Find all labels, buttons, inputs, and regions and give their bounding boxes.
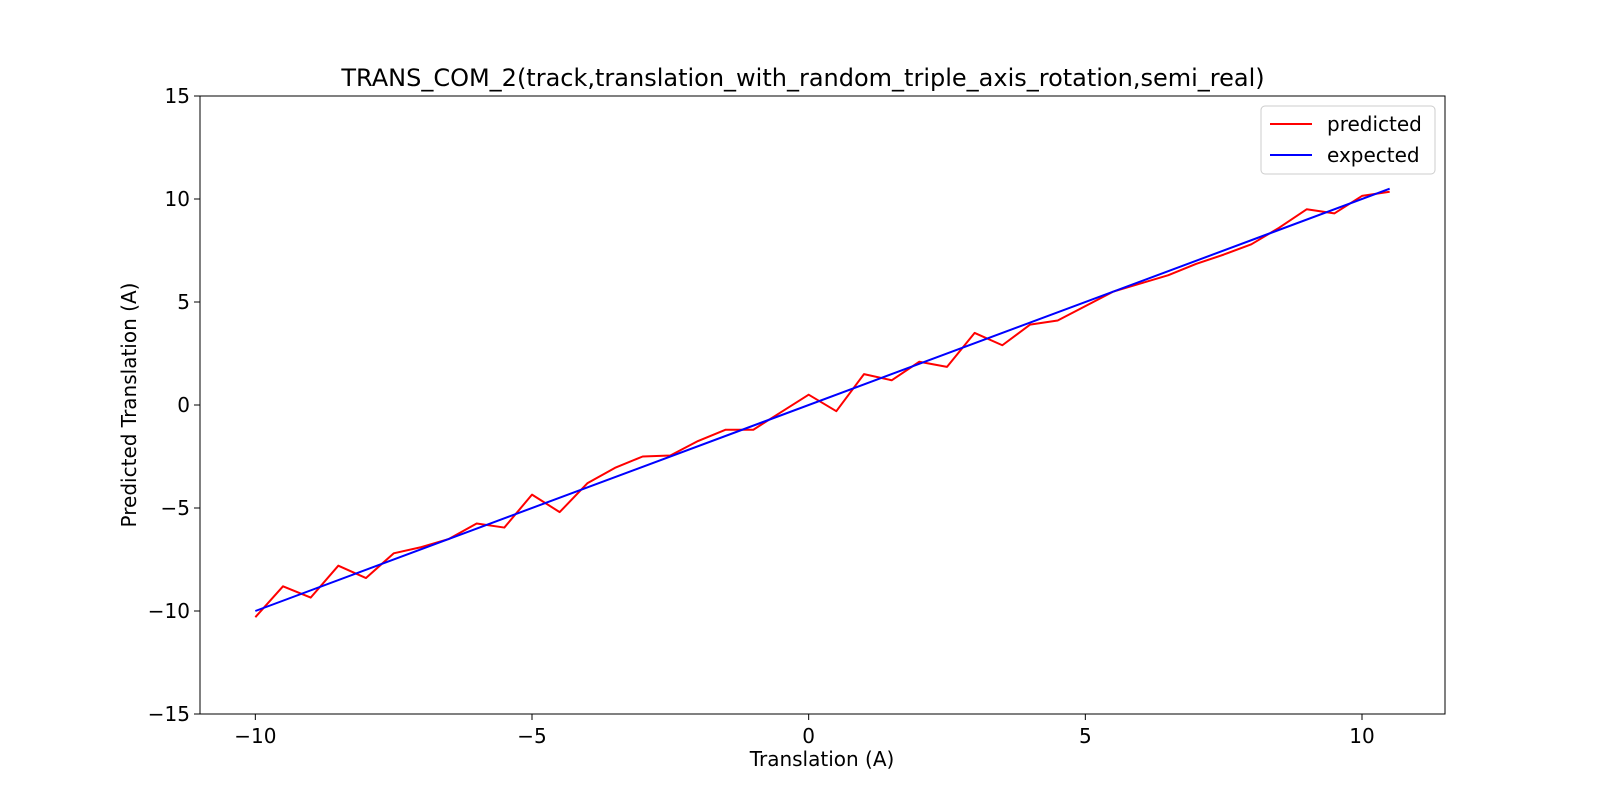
y-tick-label: −5 [161, 496, 190, 520]
legend: predicted expected [1260, 105, 1436, 175]
legend-label-predicted: predicted [1327, 112, 1422, 136]
x-tick-label: 5 [1079, 724, 1092, 748]
x-axis-label: Translation (A) [749, 747, 895, 771]
y-tick-label: −15 [148, 702, 190, 726]
series-line-expected [254, 187, 1391, 612]
x-tick-label: 10 [1349, 724, 1374, 748]
x-tick-label: 0 [802, 724, 815, 748]
y-tick-label: 15 [165, 84, 190, 108]
y-tick-label: 10 [165, 187, 190, 211]
y-tick-label: −10 [148, 599, 190, 623]
legend-label-expected: expected [1327, 143, 1420, 167]
x-tick-label: −5 [517, 724, 546, 748]
y-axis-label: Predicted Translation (A) [117, 283, 141, 528]
x-tick-label: −10 [234, 724, 276, 748]
chart-title: TRANS_COM_2(track,translation_with_rando… [340, 64, 1264, 92]
y-tick-label: 5 [177, 290, 190, 314]
y-tick-label: 0 [177, 393, 190, 417]
series-lines [254, 187, 1391, 618]
y-axis-ticks: −15 −10 −5 0 5 10 15 [148, 84, 200, 726]
x-axis-ticks: −10 −5 0 5 10 [234, 714, 1375, 748]
